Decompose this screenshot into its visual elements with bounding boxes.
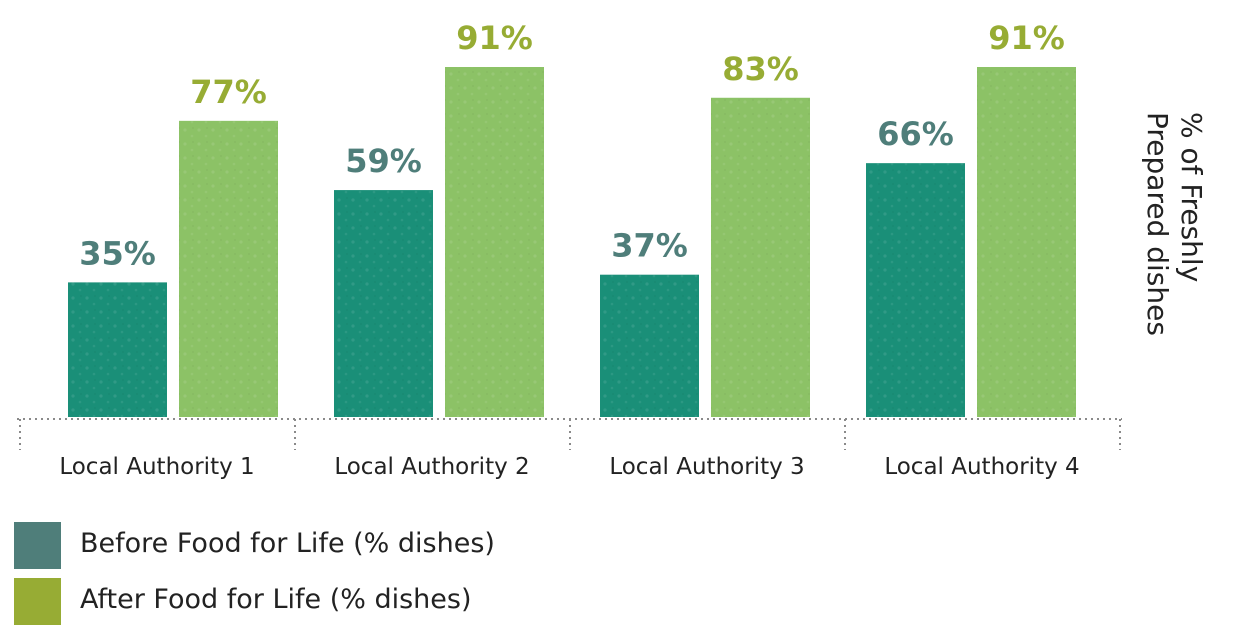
bar-texture-after-2 <box>445 67 544 417</box>
data-label-before-4: 66% <box>877 115 954 153</box>
bar-texture-before-2 <box>334 190 433 417</box>
bar-chart: 35% 77% 59% 91% 37% 83% 66% 91% Local Authority … <box>17 19 1208 480</box>
x-tick-label-1: Local Authority 1 <box>59 454 254 480</box>
bar-texture-before-1 <box>68 282 167 417</box>
legend-label-after: After Food for Life (% dishes) <box>80 584 472 615</box>
data-label-after-3: 83% <box>722 50 799 88</box>
data-label-after-2: 91% <box>456 19 533 57</box>
legend-label-before: Before Food for Life (% dishes) <box>80 528 495 559</box>
legend-swatch-before <box>14 522 61 569</box>
x-tick-label-2: Local Authority 2 <box>334 454 529 480</box>
legend-item-after: After Food for Life (% dishes) <box>14 578 654 634</box>
data-label-before-1: 35% <box>79 234 156 272</box>
data-label-after-4: 91% <box>988 19 1065 57</box>
legend-swatch-after <box>14 578 61 625</box>
x-tick-label-4: Local Authority 4 <box>884 454 1079 480</box>
bar-texture-before-4 <box>866 163 965 417</box>
x-tick-label-3: Local Authority 3 <box>609 454 804 480</box>
bar-texture-after-1 <box>179 120 278 417</box>
legend-item-before: Before Food for Life (% dishes) <box>14 522 654 578</box>
bar-texture-after-3 <box>711 97 810 418</box>
data-label-before-2: 59% <box>345 142 422 180</box>
data-label-before-3: 37% <box>611 227 688 265</box>
data-label-after-1: 77% <box>190 73 267 111</box>
bar-texture-after-4 <box>977 67 1076 417</box>
y-axis-label: % of FreshlyPrepared dishes <box>1141 112 1208 336</box>
bar-texture-before-3 <box>600 274 699 417</box>
